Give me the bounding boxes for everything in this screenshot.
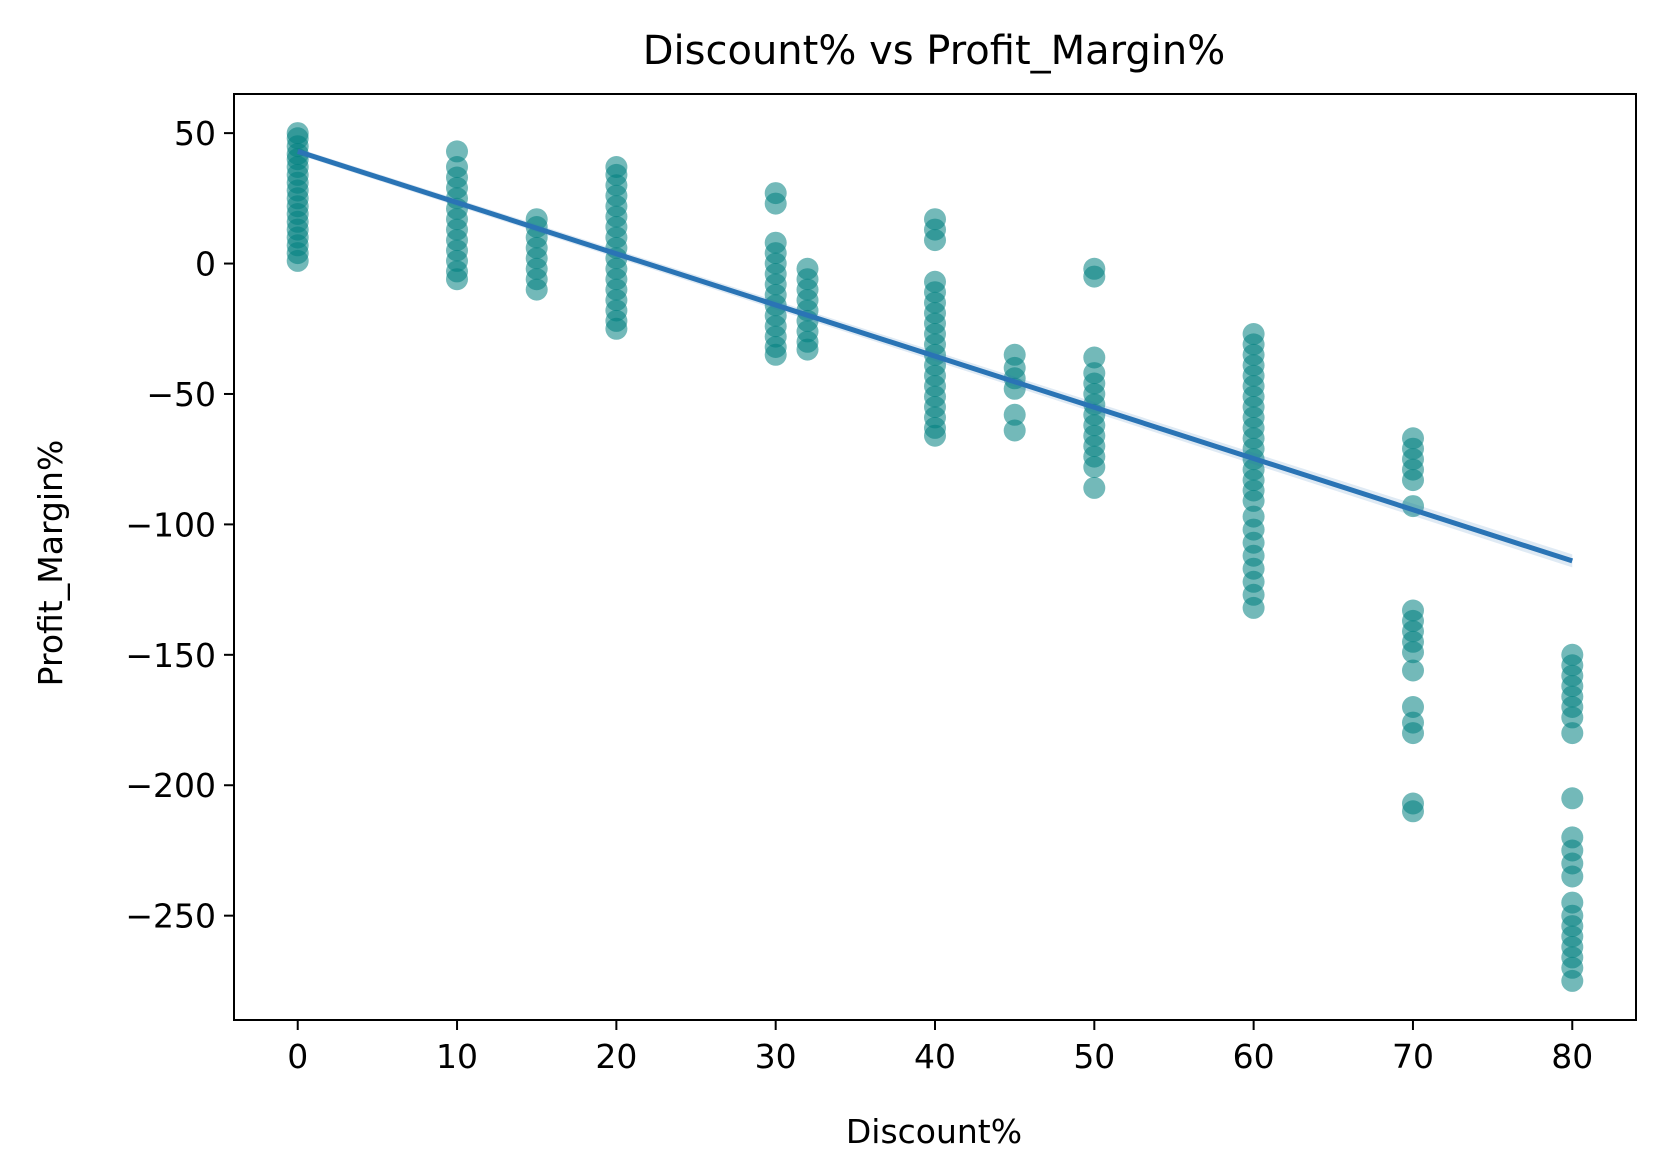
data-point-116 [1083,456,1106,478]
x-axis-ticks: 0 10 20 30 40 50 60 70 80 [287,1020,1593,1076]
x-tick-label: 40 [914,1037,956,1076]
data-point-57 [764,192,787,215]
y-tick-label: 0 [195,245,216,284]
data-point-55 [605,317,628,340]
data-point-78 [796,338,819,361]
data-point-105 [1083,265,1106,288]
x-tick-label: 50 [1073,1037,1115,1076]
data-point-97 [924,424,946,447]
x-tick-label: 20 [595,1037,637,1076]
y-tick-label: −150 [125,636,216,675]
data-point-81 [924,229,946,252]
y-tick-label: −250 [125,897,216,936]
data-point-142 [1242,596,1265,619]
x-tick-label: 10 [436,1037,478,1076]
data-point-134 [1242,489,1265,512]
x-axis-label: Discount% [846,1112,1022,1151]
data-point-153 [1402,641,1424,664]
y-axis-label: Profit_Margin% [31,440,70,687]
data-point-172 [1561,865,1584,888]
y-tick-label: −200 [125,766,216,805]
data-point-30 [446,268,468,291]
data-point-103 [1003,419,1026,442]
regression-layer [296,148,1574,568]
y-tick-label: −50 [146,375,216,414]
y-tick-label: 50 [174,114,216,153]
data-point-168 [1561,787,1584,810]
data-point-69 [764,343,787,366]
chart-title: Discount% vs Profit_Margin% [643,28,1226,74]
data-point-17 [286,249,309,272]
data-point-155 [1402,696,1424,718]
data-point-18 [446,140,468,163]
data-point-38 [525,278,548,301]
x-tick-label: 60 [1233,1037,1275,1076]
data-point-167 [1561,722,1584,745]
x-tick-label: 80 [1551,1037,1593,1076]
data-point-106 [1083,346,1106,369]
data-point-102 [1003,403,1026,426]
data-point-117 [1083,476,1106,499]
x-tick-label: 0 [287,1037,308,1076]
data-point-154 [1402,659,1424,682]
data-point-159 [1402,800,1424,823]
data-point-147 [1402,469,1424,492]
y-axis-ticks: 50 0 −50 −100 −150 −200 −250 [125,114,234,936]
regression-line [296,149,1574,564]
data-point-180 [1561,969,1584,992]
x-tick-label: 70 [1392,1037,1434,1076]
y-tick-label: −100 [125,505,216,544]
data-point-166 [1561,706,1584,729]
x-tick-label: 30 [755,1037,797,1076]
data-point-157 [1402,722,1424,745]
